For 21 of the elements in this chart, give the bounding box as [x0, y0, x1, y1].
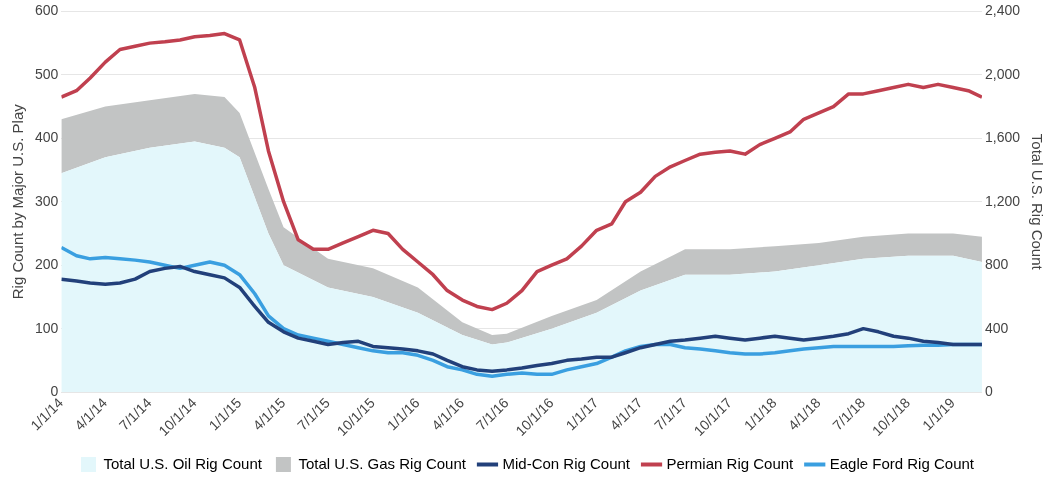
- legend-label: Total U.S. Gas Rig Count: [298, 454, 467, 472]
- y-tick-label: 500: [35, 65, 59, 82]
- legend-label: Mid-Con Rig Count: [502, 454, 631, 472]
- y2-tick-label: 800: [984, 256, 1009, 273]
- y-tick-label: 100: [35, 319, 59, 336]
- y2-tick-label: 1,200: [984, 192, 1021, 209]
- legend-label: Eagle Ford Rig Count: [829, 454, 975, 472]
- y-tick-label: 400: [35, 129, 59, 146]
- legend-label: Permian Rig Count: [666, 454, 795, 472]
- y2-tick-label: 1,600: [984, 129, 1021, 146]
- y-tick-label: 300: [35, 192, 59, 209]
- y-tick-label: 200: [35, 256, 59, 273]
- y2-tick-label: 2,000: [984, 65, 1021, 82]
- y-tick-label: 0: [50, 382, 59, 399]
- y2-axis-title: Total U.S. Rig Count: [1028, 133, 1046, 271]
- y-axis-title: Rig Count by Major U.S. Play: [9, 103, 27, 300]
- y2-tick-label: 400: [984, 319, 1009, 336]
- y2-tick-label: 2,400: [984, 2, 1021, 19]
- legend-label: Total U.S. Oil Rig Count: [103, 454, 263, 472]
- y-tick-label: 600: [35, 2, 59, 19]
- y2-tick-label: 0: [984, 382, 993, 399]
